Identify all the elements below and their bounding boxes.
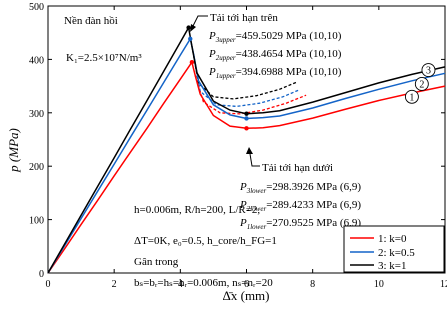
x-axis-label: Δ̄x (mm) — [223, 288, 270, 303]
curve-numbers: 123 — [404, 63, 436, 104]
upper-arrow — [192, 15, 208, 27]
y-tick-label: 400 — [29, 55, 44, 66]
series-line-1 — [47, 60, 446, 274]
upper-point-3 — [186, 25, 191, 30]
y-tick-label: 0 — [39, 269, 44, 280]
legend-label-2: 2: k=0.5 — [378, 247, 415, 259]
geometry-text: h=0.006m, R/h=200, L/R=2, — [134, 204, 260, 216]
y-tick-label: 100 — [29, 216, 44, 227]
upper-title: Tải tới hạn trên — [210, 12, 278, 24]
legend-label-3: 3: k=1 — [378, 260, 407, 272]
axis-ticks: 0246810120100200300400500 — [29, 2, 447, 290]
y-tick-label: 500 — [29, 2, 44, 13]
lower-1: P1lower=270.9525 MPa (6,9) — [239, 217, 361, 231]
params-text: ΔT=0K, e₀=0.5, h_core/h_FG=1 — [134, 235, 277, 247]
lower-title: Tải tới hạn dưới — [262, 162, 333, 174]
lower-point-1 — [244, 126, 249, 131]
lower-arrowhead — [246, 147, 253, 154]
curve-number-circle-3 — [421, 63, 436, 78]
x-tick-label: 6 — [244, 279, 249, 290]
dashed-curve-1 — [194, 75, 307, 115]
upper-point-2 — [188, 36, 193, 42]
substrate-label: Nền đàn hồi — [64, 15, 118, 27]
lower-arrow — [249, 153, 260, 167]
lower-point-3 — [244, 111, 249, 116]
upper-1: P1upper=394.6988 MPa (10,10) — [208, 66, 342, 80]
x-tick-label: 10 — [374, 279, 384, 290]
x-tick-label: 12 — [440, 279, 447, 290]
lower-point-2 — [244, 116, 249, 121]
series-line-3 — [47, 25, 446, 274]
curve-number-2: 2 — [419, 79, 424, 90]
k1-label: K₁=2.5×10⁷N/m³ — [66, 52, 142, 64]
x-tick-label: 0 — [46, 279, 51, 290]
curves — [47, 25, 446, 274]
upper-3: P3upper=459.5029 MPa (10,10) — [208, 30, 342, 44]
stiffener-title: Gân trong — [134, 256, 179, 268]
upper-point-1 — [189, 60, 195, 65]
y-tick-label: 200 — [29, 162, 44, 173]
y-tick-label: 300 — [29, 109, 44, 120]
curve-number-circle-1 — [404, 89, 419, 104]
upper-2: P2upper=438.4654 MPa (10,10) — [208, 48, 342, 62]
x-tick-label: 8 — [310, 279, 315, 290]
curve-number-circle-2 — [414, 77, 429, 91]
lower-2: P2lower=289.4233 MPa (6,9) — [239, 199, 361, 213]
x-tick-label: 2 — [112, 279, 117, 290]
x-tick-label: 4 — [178, 279, 183, 290]
curve-number-1: 1 — [409, 92, 414, 103]
dashed-curve-3 — [191, 45, 297, 100]
lower-3: P3lower=298.3926 MPa (6,9) — [239, 181, 361, 195]
y-axis-label: p (MPa) — [6, 128, 21, 173]
stiffener-text: bₛ=bᵣ=hₛ=hᵣ=0.006m, nₛ=nᵣ=20 — [134, 277, 273, 289]
legend: 1: k=0 2: k=0.5 3: k=1 — [343, 225, 445, 273]
legend-label-1: 1: k=0 — [378, 233, 407, 245]
upper-arrowhead — [190, 24, 196, 32]
curve-number-3: 3 — [426, 66, 431, 77]
